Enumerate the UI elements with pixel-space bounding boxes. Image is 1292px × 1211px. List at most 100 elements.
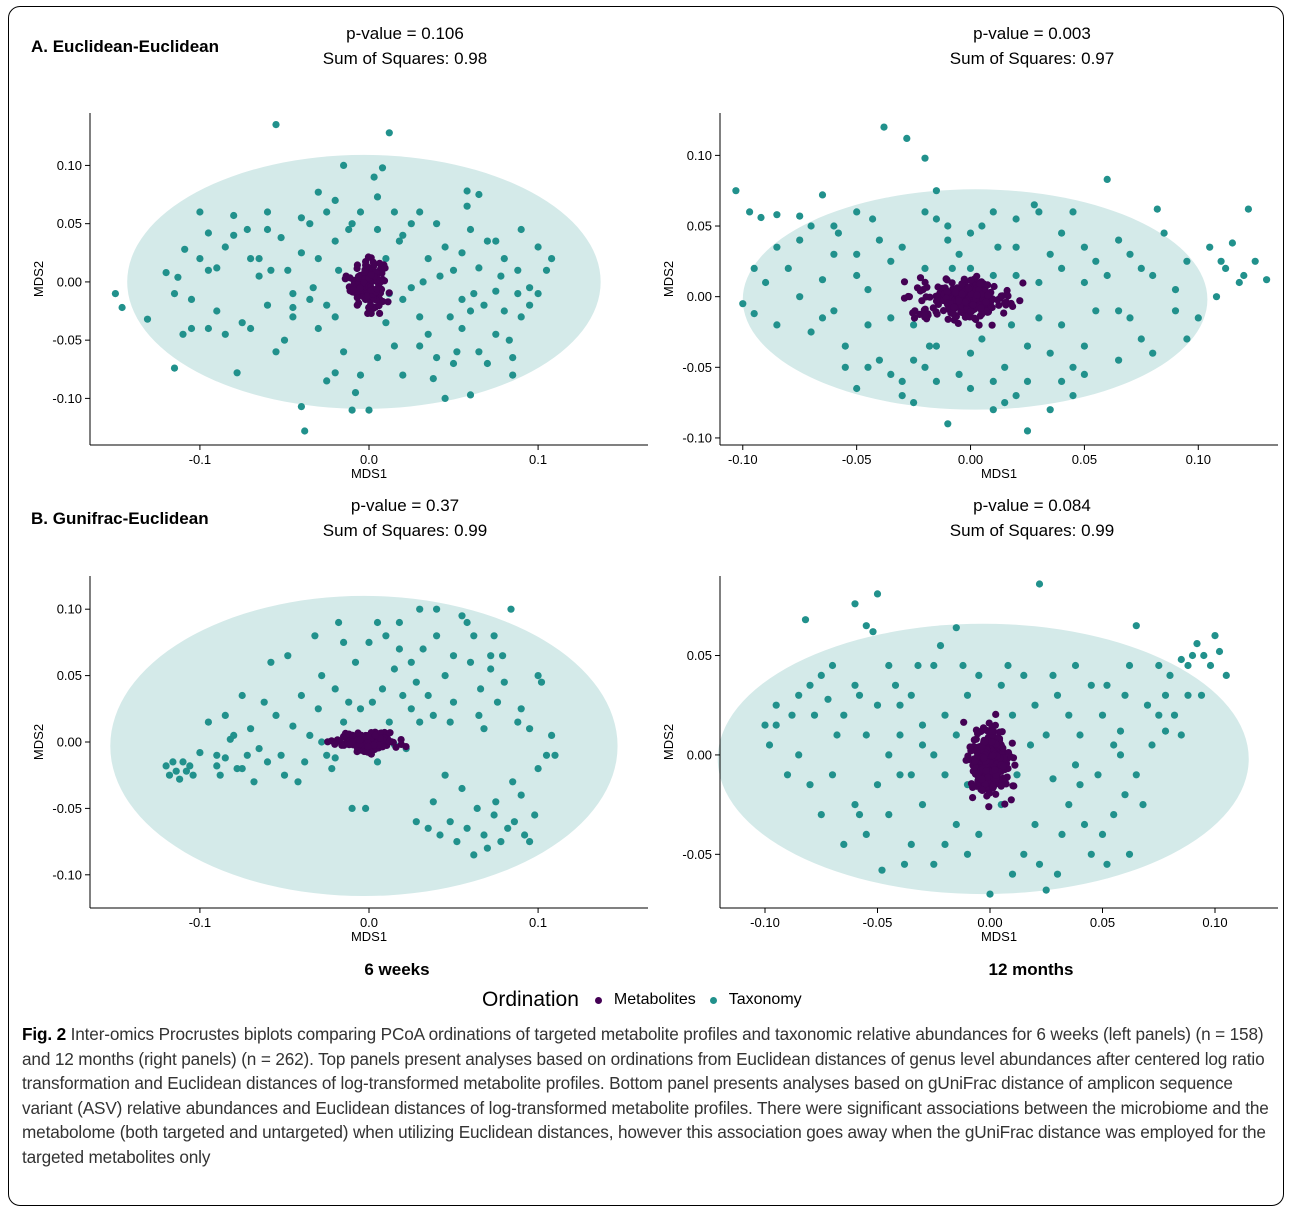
scatter-panel-b-12m: -0.10 -0.05 0.00 0.05 0.10 -0.05 0.00 0.05 MDS1 M… <box>650 568 1290 948</box>
taxonomy-point <box>470 632 478 640</box>
metabolite-point <box>362 258 370 266</box>
taxonomy-point <box>446 718 454 726</box>
taxonomy-point <box>1215 647 1224 656</box>
taxonomy-point <box>441 771 449 779</box>
taxonomy-point <box>1069 363 1077 371</box>
metabolite-point <box>1004 292 1012 300</box>
taxonomy-point <box>1200 651 1208 660</box>
taxonomy-point <box>390 342 398 350</box>
taxonomy-point <box>263 301 272 309</box>
taxonomy-point <box>416 718 424 726</box>
taxonomy-point <box>1058 377 1066 385</box>
metabolite-point <box>373 285 381 293</box>
scatter-plot-a-12m: -0.10 -0.05 0.00 0.05 0.10 -0.10 -0.05 0.00 0.05… <box>661 113 1278 481</box>
taxonomy-point <box>1007 321 1016 329</box>
pvalue-label: p-value = 0.003 <box>973 24 1091 43</box>
taxonomy-point <box>289 290 297 298</box>
taxonomy-point <box>340 718 348 726</box>
taxonomy-point <box>385 718 393 726</box>
taxonomy-point <box>1155 711 1163 719</box>
taxonomy-point <box>314 705 322 713</box>
taxonomy-point <box>975 671 983 679</box>
taxonomy-point <box>306 295 314 303</box>
taxonomy-point <box>853 208 861 216</box>
taxonomy-point <box>944 420 952 428</box>
taxonomy-point <box>340 638 348 646</box>
taxonomy-point <box>534 290 542 298</box>
caption-text: Inter-omics Procrustes biplots comparing… <box>22 1024 1269 1167</box>
taxonomy-point <box>1137 264 1145 272</box>
x-tick-label: 0.00 <box>977 915 1002 930</box>
taxonomy-point <box>297 691 305 700</box>
taxonomy-point <box>952 820 960 829</box>
taxonomy-point <box>368 698 376 706</box>
x-axis-title: MDS1 <box>981 466 1017 481</box>
taxonomy-point <box>1171 307 1180 315</box>
taxonomy-point <box>1035 314 1043 322</box>
taxonomy-point <box>944 222 952 230</box>
taxonomy-point <box>1161 691 1170 699</box>
taxonomy-point <box>475 264 483 272</box>
taxonomy-point <box>1053 691 1062 699</box>
taxonomy-point <box>328 765 336 773</box>
taxonomy-point <box>176 775 184 783</box>
taxonomy-point <box>963 850 972 858</box>
taxonomy-point <box>449 266 458 274</box>
taxonomy-point <box>233 765 241 773</box>
taxonomy-point <box>230 211 238 220</box>
taxonomy-point <box>348 406 356 414</box>
metabolite-point <box>363 748 372 756</box>
taxonomy-point <box>395 237 403 245</box>
taxonomy-point <box>818 276 827 284</box>
taxonomy-point <box>174 273 182 281</box>
taxonomy-point <box>243 225 251 234</box>
metabolite-point <box>355 299 363 307</box>
taxonomy-point <box>989 406 997 414</box>
metabolite-point <box>346 274 354 282</box>
legend-label-taxonomy: Taxonomy <box>728 991 802 1008</box>
taxonomy-point <box>1211 632 1219 640</box>
taxonomy-point <box>772 721 780 729</box>
taxonomy-point <box>504 824 512 832</box>
taxonomy-point <box>453 348 461 356</box>
taxonomy-point <box>907 691 915 699</box>
metabolite-point <box>367 271 375 279</box>
taxonomy-point <box>1263 276 1271 284</box>
taxonomy-point <box>1126 250 1134 258</box>
taxonomy-point <box>963 691 972 699</box>
taxonomy-point <box>1080 370 1088 378</box>
metabolite-point <box>999 774 1007 782</box>
taxonomy-point <box>165 771 174 779</box>
taxonomy-point <box>1103 271 1111 280</box>
sum-of-squares-label: Sum of Squares: 0.99 <box>949 521 1115 540</box>
taxonomy-point <box>362 804 370 812</box>
taxonomy-point <box>441 394 449 402</box>
taxonomy-point <box>263 758 272 766</box>
taxonomy-point <box>796 236 804 244</box>
taxonomy-point <box>952 731 960 739</box>
taxonomy-point <box>1035 278 1043 287</box>
taxonomy-point <box>1251 257 1259 265</box>
taxonomy-point <box>463 202 471 210</box>
taxonomy-point <box>885 751 893 759</box>
taxonomy-point <box>765 741 774 749</box>
taxonomy-point <box>896 771 904 779</box>
metabolite-point <box>975 321 983 329</box>
taxonomy-point <box>186 762 194 770</box>
taxonomy-point <box>1132 771 1140 779</box>
taxonomy-point <box>1217 257 1225 265</box>
taxonomy-point <box>1049 671 1057 679</box>
taxonomy-point <box>887 257 895 265</box>
taxonomy-point <box>378 685 387 693</box>
section-title-gunifrac: B. Gunifrac-Euclidean <box>31 509 209 528</box>
metabolite-point <box>378 275 387 283</box>
taxonomy-point <box>111 290 119 298</box>
taxonomy-point <box>458 784 466 793</box>
taxonomy-point <box>221 330 229 338</box>
taxonomy-point <box>1103 860 1111 868</box>
figure-frame <box>8 6 1284 1206</box>
taxonomy-point <box>204 718 212 726</box>
x-axis-title: MDS1 <box>351 929 387 944</box>
y-axis-title: MDS2 <box>661 261 676 297</box>
